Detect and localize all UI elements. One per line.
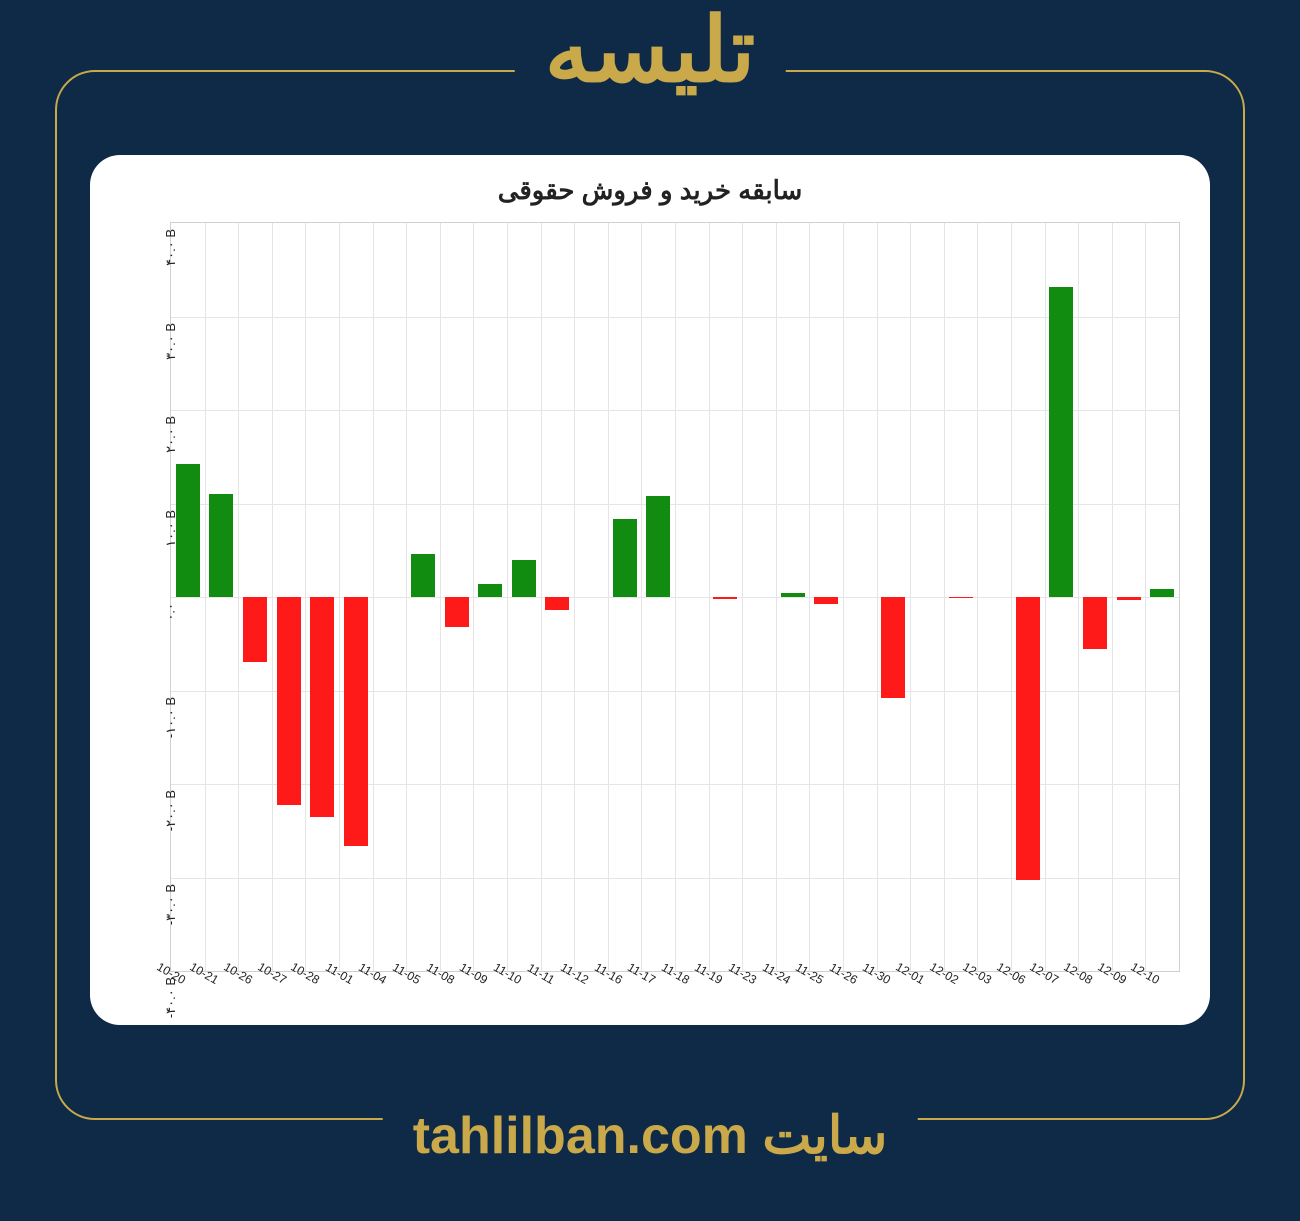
bar bbox=[1016, 597, 1040, 880]
ytick-label: ۴۰.۰ B bbox=[163, 223, 179, 266]
gridline-v bbox=[1045, 223, 1046, 971]
bar bbox=[881, 597, 905, 698]
bar bbox=[713, 597, 737, 599]
gridline-v bbox=[339, 223, 340, 971]
bar bbox=[545, 597, 569, 610]
gridline-v bbox=[272, 223, 273, 971]
footer-url: tahlilban.com bbox=[413, 1107, 748, 1165]
gridline-v bbox=[507, 223, 508, 971]
bar bbox=[646, 496, 670, 597]
gridline-v bbox=[608, 223, 609, 971]
gridline-v bbox=[809, 223, 810, 971]
gridline-v bbox=[473, 223, 474, 971]
gridline-v bbox=[776, 223, 777, 971]
gridline-v bbox=[406, 223, 407, 971]
bar bbox=[243, 597, 267, 662]
gridline-v bbox=[1011, 223, 1012, 971]
gridline-v bbox=[1112, 223, 1113, 971]
bar bbox=[411, 554, 435, 597]
gridline-v bbox=[910, 223, 911, 971]
bar bbox=[814, 597, 838, 604]
bar bbox=[1083, 597, 1107, 649]
ytick-label: -۱۰.۰ B bbox=[163, 691, 179, 738]
gridline-v bbox=[709, 223, 710, 971]
chart-area: -۴۰.۰ B-۳۰.۰ B-۲۰.۰ B-۱۰.۰ B۰.۰۱۰.۰ B۲۰.… bbox=[110, 212, 1190, 1022]
gridline-v bbox=[877, 223, 878, 971]
gridline-v bbox=[641, 223, 642, 971]
chart-title: سابقه خرید و فروش حقوقی bbox=[110, 175, 1190, 206]
ytick-label: -۳۰.۰ B bbox=[163, 878, 179, 925]
bar bbox=[781, 593, 805, 597]
ytick-label: ۳۰.۰ B bbox=[163, 317, 179, 360]
bar bbox=[613, 519, 637, 597]
gridline-v bbox=[977, 223, 978, 971]
bar bbox=[512, 560, 536, 597]
gridline-v bbox=[440, 223, 441, 971]
footer-label: سایت bbox=[762, 1107, 887, 1165]
bar bbox=[478, 584, 502, 597]
ytick-label: ۰.۰ bbox=[163, 597, 179, 621]
gridline-v bbox=[205, 223, 206, 971]
chart-panel: سابقه خرید و فروش حقوقی -۴۰.۰ B-۳۰.۰ B-۲… bbox=[90, 155, 1210, 1025]
gridline-v bbox=[1078, 223, 1079, 971]
gridline-v bbox=[541, 223, 542, 971]
ytick-label: -۲۰.۰ B bbox=[163, 784, 179, 831]
bar bbox=[176, 464, 200, 597]
bar bbox=[1049, 287, 1073, 597]
bar bbox=[344, 597, 368, 846]
gridline-v bbox=[305, 223, 306, 971]
bar bbox=[1117, 597, 1141, 600]
bar bbox=[949, 597, 973, 598]
gridline-v bbox=[373, 223, 374, 971]
bar bbox=[1150, 589, 1174, 597]
bar bbox=[277, 597, 301, 805]
gridline-v bbox=[944, 223, 945, 971]
gridline-v bbox=[238, 223, 239, 971]
bar bbox=[310, 597, 334, 817]
gridline-v bbox=[574, 223, 575, 971]
ytick-label: ۲۰.۰ B bbox=[163, 410, 179, 453]
gridline-v bbox=[675, 223, 676, 971]
gridline-v bbox=[843, 223, 844, 971]
chart-plot: -۴۰.۰ B-۳۰.۰ B-۲۰.۰ B-۱۰.۰ B۰.۰۱۰.۰ B۲۰.… bbox=[170, 222, 1180, 972]
gridline-v bbox=[742, 223, 743, 971]
gridline-v bbox=[1145, 223, 1146, 971]
bar bbox=[209, 494, 233, 597]
page-footer: tahlilban.com سایت bbox=[383, 1106, 918, 1166]
page-header-title: تلیسه bbox=[515, 6, 786, 96]
bar bbox=[445, 597, 469, 627]
